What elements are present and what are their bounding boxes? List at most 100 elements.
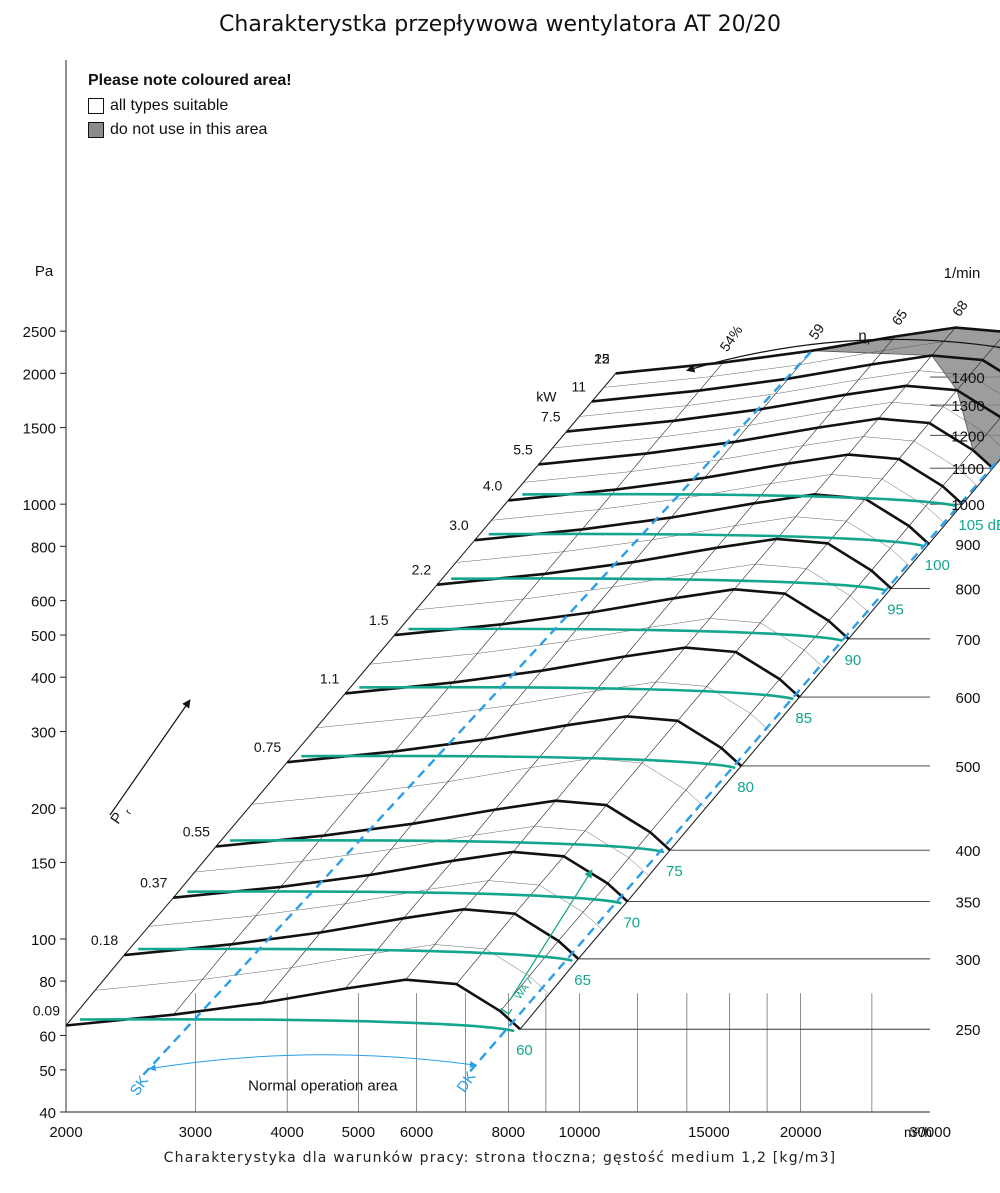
fine-grid-line [552, 401, 1000, 449]
fine-grid-line [316, 681, 771, 732]
x-tick-label: 6000 [400, 1124, 433, 1141]
speed-curve [287, 715, 743, 767]
x-tick-label: 15000 [688, 1124, 730, 1141]
fine-grid-line [455, 516, 911, 567]
legend-swatch-white [88, 98, 104, 114]
x-tick-label: 20000 [780, 1124, 822, 1141]
operation-line [469, 456, 1000, 1073]
legend-label-suitable: all types suitable [110, 97, 229, 114]
speed-curve [566, 384, 1000, 433]
noise-label: 85 [795, 710, 812, 727]
x-tick-label: 10000 [559, 1124, 601, 1141]
legend: Please note coloured area! all types sui… [88, 72, 292, 142]
noise-label: 75 [666, 863, 683, 880]
noise-curve [488, 532, 924, 548]
y-tick-label: 800 [31, 539, 56, 556]
speed-curve [124, 908, 580, 960]
speed-curves [65, 326, 1000, 1031]
speed-curve [173, 850, 629, 903]
legend-title: Please note coloured area! [88, 72, 292, 89]
y-unit-label: Pa [35, 263, 54, 280]
speed-tick-label: 700 [955, 632, 980, 649]
diagonal-grid-line [405, 327, 956, 980]
noise-curve [359, 685, 794, 701]
chart-footer: Charakterystyka dla warunków pracy: stro… [163, 1150, 837, 1166]
x-unit-label: m³/h [904, 1124, 932, 1140]
x-tick-label: 3000 [179, 1124, 212, 1141]
power-label: 0.75 [254, 739, 281, 755]
speed-tick-label: 250 [955, 1022, 980, 1039]
diagonal-grid-line [65, 373, 617, 1026]
pressure-axis-subscript: r [123, 807, 134, 817]
y-tick-label: 500 [31, 628, 56, 645]
speed-tick-label: 1000 [951, 497, 984, 514]
power-unit-label: kW [536, 389, 557, 405]
speed-tick-label: 400 [955, 843, 980, 860]
speed-tick-label: 800 [955, 581, 980, 598]
fine-grid-line [148, 880, 603, 931]
noise-label: 60 [516, 1042, 533, 1059]
operation-line-label: SK [127, 1073, 152, 1099]
fine-grid-line [95, 944, 550, 995]
noise-curve [138, 947, 573, 963]
efficiency-label: 65 [888, 306, 910, 328]
noise-label: 90 [845, 652, 862, 669]
power-label: 1.1 [320, 670, 340, 686]
efficiency-label: 54% [716, 322, 745, 354]
noise-curve [79, 1017, 515, 1033]
y-tick-label: 2500 [23, 324, 56, 341]
noise-label: 100 [925, 557, 950, 574]
speed-tick-label: 500 [955, 759, 980, 776]
y-tick-label: 1500 [23, 421, 56, 438]
efficiency-subscript: r [867, 336, 871, 347]
x-tick-label: 8000 [492, 1124, 525, 1141]
noise-arrow [509, 869, 593, 1001]
power-label: 4.0 [483, 477, 503, 493]
speed-tick-label: 900 [955, 537, 980, 554]
y-tick-label: 300 [31, 725, 56, 742]
speed-tick-label: 1300 [951, 398, 984, 415]
y-tick-label: 50 [39, 1063, 56, 1080]
noise-label: 105 dB [958, 517, 1000, 534]
chart-title: Charakterystka przepływowa wentylatora A… [219, 12, 781, 37]
fine-grid-line [251, 758, 706, 809]
efficiency-label: 59 [805, 320, 827, 342]
speed-unit-label: 1/min [944, 265, 981, 282]
speed-tick-label: 1100 [952, 461, 984, 478]
speed-curve [508, 453, 964, 506]
x-tick-label: 2000 [49, 1124, 82, 1141]
operating-grid [65, 327, 1000, 1030]
y-tick-label: 1000 [23, 497, 56, 514]
diagonal-grid-line [500, 417, 1000, 1012]
y-tick-label: 2000 [23, 366, 56, 383]
speed-curve [65, 978, 521, 1031]
legend-item-not-use: do not use in this area [88, 118, 292, 142]
speed-tick-label: 350 [955, 894, 980, 911]
y-tick-label: 150 [31, 855, 56, 872]
speed-curve [474, 493, 930, 545]
operation-line-label: DK [454, 1069, 480, 1096]
power-label: 0.55 [183, 823, 210, 839]
noise-curve [187, 890, 622, 905]
fine-grid-line [194, 826, 649, 876]
noise-label: 95 [887, 601, 904, 618]
power-label: 7.5 [541, 409, 561, 425]
chart-frame [60, 60, 1000, 1113]
power-label: 1.5 [369, 612, 389, 628]
noise-label: 65 [574, 972, 591, 989]
legend-swatch-gray [88, 122, 104, 138]
power-label: 15 [594, 350, 610, 366]
noise-curve [301, 754, 736, 770]
fine-grid-line [415, 563, 871, 614]
power-label: 0.09 [33, 1003, 60, 1019]
y-tick-label: 60 [39, 1028, 56, 1045]
efficiency-arrow [686, 338, 1000, 373]
operation-lines [142, 349, 1000, 1076]
noise-curve [229, 838, 665, 854]
x-tick-label: 4000 [270, 1124, 303, 1141]
noise-curve [451, 577, 886, 592]
power-label: 2.2 [412, 562, 432, 578]
y-tick-label: 100 [31, 932, 56, 949]
pressure-arrow [109, 699, 191, 816]
